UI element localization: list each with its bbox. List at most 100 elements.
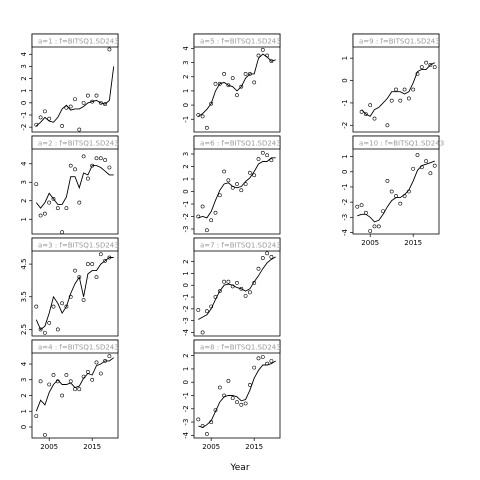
panel-frame — [193, 135, 281, 235]
data-point — [60, 230, 65, 235]
panel-10: a=10 : f=BITSQ1.SD243 -4 -3 -2 -1 0 1 2005 2015 — [341, 135, 444, 247]
data-point — [217, 385, 222, 390]
data-point — [34, 414, 39, 418]
data-point — [269, 158, 274, 163]
data-point — [256, 266, 261, 271]
data-point — [81, 374, 86, 379]
data-point — [252, 365, 257, 370]
data-point — [226, 83, 231, 88]
y-tick-label: 4 — [20, 161, 28, 166]
y-tick-label: 3 — [182, 60, 190, 64]
data-point — [265, 251, 270, 256]
panel-strip — [31, 33, 119, 48]
data-point — [209, 218, 214, 223]
panel-frame — [31, 339, 119, 439]
data-point — [64, 105, 69, 110]
data-point — [247, 170, 252, 175]
data-point — [204, 309, 209, 314]
data-point — [64, 304, 69, 309]
data-point — [402, 194, 407, 198]
data-point — [222, 72, 227, 76]
series-line — [198, 53, 276, 117]
data-point — [204, 228, 209, 233]
data-point — [376, 224, 381, 229]
y-tick-label: 2 — [20, 76, 28, 80]
data-point — [73, 97, 77, 102]
data-point — [77, 387, 82, 392]
panel-frame — [31, 135, 119, 235]
y-tick-label: 0 — [20, 425, 28, 429]
data-point — [226, 178, 231, 183]
y-tick-label: -3 — [341, 214, 349, 221]
data-point — [363, 112, 368, 117]
y-tick-label: 2 — [182, 164, 190, 168]
panel-strip — [193, 135, 281, 150]
y-tick-label: 0 — [182, 103, 190, 107]
data-point — [204, 432, 209, 436]
data-point — [86, 93, 90, 98]
y-tick-label: 1 — [20, 217, 28, 221]
y-tick-label: 4 — [20, 361, 28, 366]
series-line — [36, 66, 115, 127]
data-point — [402, 87, 407, 92]
data-point — [213, 210, 218, 215]
data-point — [209, 304, 214, 309]
data-point — [68, 163, 73, 168]
y-tick-label: -3 — [182, 317, 190, 324]
panel-strip-label: a=7 : f=BITSQ1.SD243 — [200, 242, 281, 250]
data-point — [86, 176, 90, 181]
y-tick-label: 1 — [20, 409, 28, 413]
data-point — [368, 229, 373, 233]
data-point — [385, 178, 390, 183]
data-point — [252, 80, 257, 85]
panel-strip — [31, 135, 119, 150]
data-point — [64, 373, 69, 377]
panel-8: a=8 : f=BITSQ1.SD243 -4 -3 -2 -1 0 1 2 2005 2015 — [182, 339, 281, 451]
data-point — [239, 286, 244, 291]
y-tick-label: -2 — [182, 305, 190, 312]
data-point — [64, 206, 69, 211]
panel-2: a=2 : f=BITSQ1.SD243 1 2 3 4 — [20, 135, 119, 235]
y-tick-label: 3 — [182, 152, 190, 156]
data-point — [200, 204, 205, 209]
data-point — [68, 379, 73, 384]
y-tick-label: 2 — [182, 259, 190, 263]
data-point — [428, 62, 433, 67]
panel-strip-label: a=8 : f=BITSQ1.SD243 — [200, 344, 281, 352]
data-point — [419, 65, 424, 70]
y-tick-label: -2 — [341, 122, 349, 129]
y-tick-label: 1 — [341, 154, 349, 158]
y-tick-label: 2.5 — [20, 324, 28, 335]
data-point — [217, 289, 222, 294]
panel-strip — [193, 237, 281, 252]
data-point — [260, 355, 265, 359]
panel-strip — [31, 339, 119, 354]
data-point — [424, 159, 429, 164]
y-tick-label: 3 — [20, 378, 28, 382]
panel-strip-label: a=5 : f=BITSQ1.SD243 — [200, 38, 281, 46]
data-point — [398, 98, 403, 103]
data-point — [94, 275, 99, 280]
y-tick-label: 1 — [182, 271, 190, 275]
data-point — [73, 268, 77, 273]
panel-strip — [31, 237, 119, 252]
data-point — [247, 290, 252, 295]
panel-strip — [352, 135, 440, 150]
data-point — [94, 93, 99, 98]
data-point — [73, 387, 77, 392]
y-tick-label: -4 — [341, 228, 349, 236]
panel-frame — [193, 237, 281, 337]
data-point — [68, 104, 73, 109]
panel-frame — [352, 135, 440, 235]
data-point — [230, 284, 235, 289]
data-point — [200, 330, 205, 335]
series-line — [198, 157, 276, 219]
data-point — [243, 72, 248, 76]
data-point — [107, 165, 112, 170]
y-tick-label: 0 — [182, 380, 190, 384]
data-point — [398, 201, 403, 206]
y-tick-label: 1 — [182, 89, 190, 93]
data-point — [43, 330, 47, 335]
data-point — [90, 377, 95, 382]
data-point — [86, 369, 90, 374]
